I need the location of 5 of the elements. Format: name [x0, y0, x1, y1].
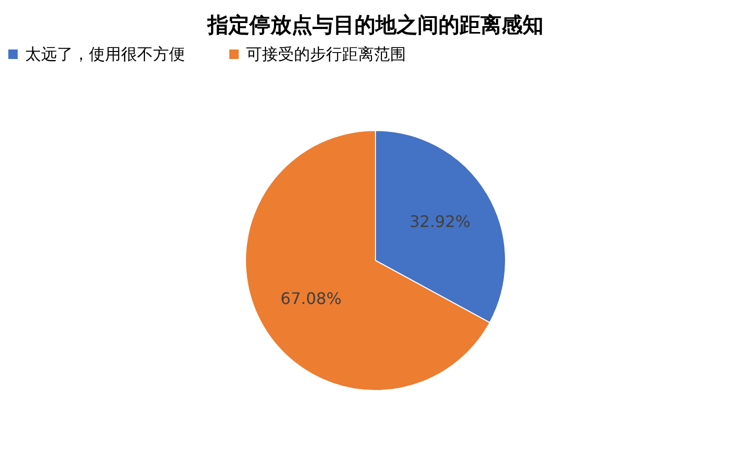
chart-title: 指定停放点与目的地之间的距离感知 [206, 13, 544, 37]
legend-label: 可接受的步行距离范围 [246, 44, 406, 64]
legend-label: 太远了，使用很不方便 [25, 44, 185, 64]
data-label: 32.92% [409, 212, 470, 232]
data-label: 67.08% [280, 288, 342, 308]
